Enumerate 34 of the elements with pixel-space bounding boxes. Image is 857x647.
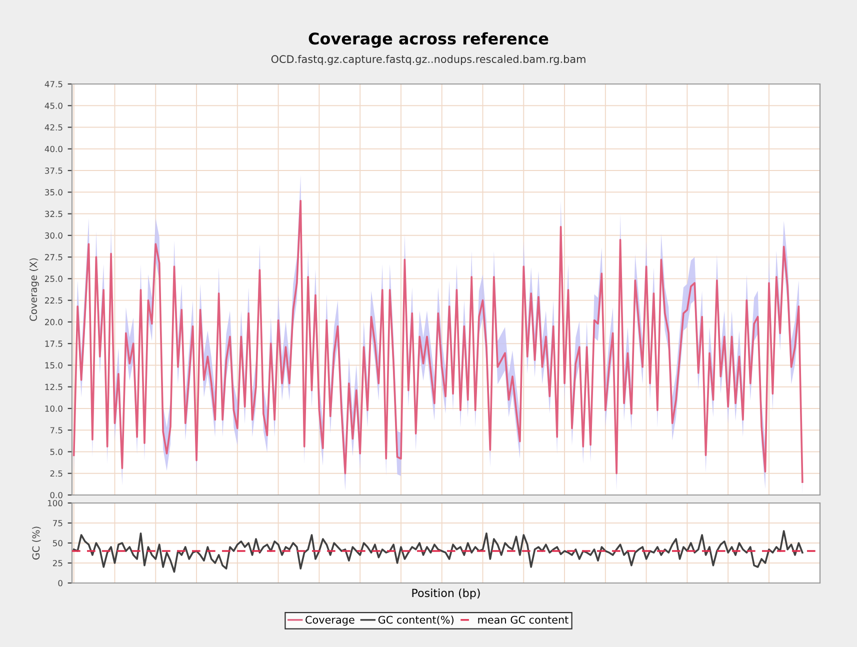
y-tick-label: 5.0 bbox=[50, 448, 62, 456]
y-tick-label: 0.0 bbox=[50, 492, 62, 498]
legend-label: GC content(%) bbox=[378, 616, 454, 625]
y-tick-label: 32.5 bbox=[45, 210, 62, 218]
y-tick-label: 7.5 bbox=[50, 427, 62, 434]
y-tick-label: 12.5 bbox=[45, 384, 62, 390]
y-tick-label: 27.5 bbox=[45, 254, 62, 260]
y-tick-label: 35.0 bbox=[45, 189, 62, 196]
legend-label: mean GC content bbox=[478, 616, 568, 624]
chart-title: Coverage across reference bbox=[308, 32, 548, 48]
y-axis-title: GC (%) bbox=[32, 526, 41, 560]
y-tick-label: 25 bbox=[52, 560, 62, 566]
y-tick-label: 25.0 bbox=[45, 276, 62, 282]
y-tick-label: 42.5 bbox=[44, 124, 62, 131]
y-tick-label: 10.0 bbox=[45, 405, 62, 412]
y-axis-title: Coverage (X) bbox=[29, 258, 39, 321]
y-tick-label: 0 bbox=[58, 580, 62, 586]
y-tick-label: 37.5 bbox=[45, 168, 62, 174]
y-tick-label: 17.5 bbox=[45, 340, 62, 347]
x-axis-title: Position (bp) bbox=[412, 588, 480, 600]
y-tick-label: 100 bbox=[48, 500, 62, 506]
legend-label: Coverage bbox=[306, 616, 354, 626]
y-tick-label: 50 bbox=[53, 540, 62, 546]
y-tick-label: 22.5 bbox=[45, 297, 62, 304]
line-series bbox=[72, 530, 804, 573]
y-tick-label: 15.0 bbox=[45, 362, 62, 368]
y-tick-label: 20.0 bbox=[45, 318, 62, 326]
y-tick-label: 2.5 bbox=[50, 470, 62, 477]
y-tick-label: 30.0 bbox=[45, 232, 62, 239]
y-tick-label: 47.5 bbox=[44, 81, 62, 88]
y-tick-label: 75 bbox=[53, 520, 62, 526]
y-tick-label: 45.0 bbox=[44, 102, 62, 109]
y-tick-label: 40.0 bbox=[44, 146, 62, 152]
chart-subtitle: OCD.fastq.gz.capture.fastq.gz..nodups.rescaled.bam.rg.bam bbox=[271, 54, 586, 66]
